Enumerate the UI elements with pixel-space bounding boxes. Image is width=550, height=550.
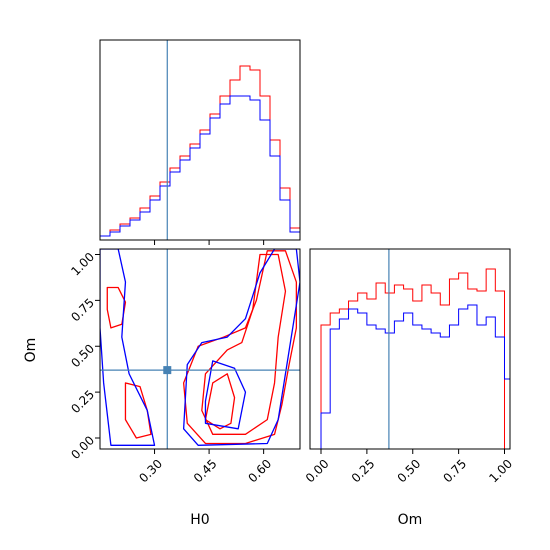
hist-Om-xtick-label: 0.00 [303,457,332,486]
hist-H0-series-blue [100,95,300,240]
contour-blue-0 [182,249,300,446]
contour-red-3 [106,286,127,329]
contour-H0-Om-plot-area [100,249,300,449]
hist-H0-frame [99,39,301,241]
hist-H0-plot-area [100,40,300,240]
hist-Om-series-blue [310,304,510,449]
contour-blue-2 [100,249,156,446]
histogram-panel-H0 [99,39,301,245]
hist-Om-xtick-label: 0.25 [349,457,378,486]
xlabel-Om: Om [398,512,423,528]
contour-H0-Om-xtick-label: 0.30 [136,457,165,486]
contour-H0-Om-ytick-label: 0.00 [68,433,97,462]
contour-H0-Om-xtick-label: 0.60 [245,457,274,486]
hist-Om-series-red [310,268,510,449]
xlabel-H0: H0 [190,512,209,528]
contour-H0-Om-frame [99,248,301,450]
hist-Om-xtick-label: 1.00 [486,457,515,486]
contour-H0-Om-xtick-label: 0.45 [191,457,220,486]
contour-H0-Om-ytick-label: 0.25 [68,387,97,416]
contour-H0-Om-ytick-label: 0.50 [68,341,97,370]
contour-H0-Om-ytick-label: 0.75 [68,296,97,325]
contour-blue-1 [204,360,247,430]
histogram-panel-Om: 0.00 0.25 0.50 0.75 1.00 [303,248,515,486]
contour-red-2 [204,373,236,430]
contour-H0-Om-ytick-label: 1.00 [68,250,97,279]
hist-Om-xtick-label: 0.50 [395,457,424,486]
contour-red-1 [201,253,287,435]
hist-Om-xtick-label: 0.75 [440,457,469,486]
contour-panel-H0-Om: 0.30 0.45 0.60 0.00 0.25 0.50 0.75 1.00 [68,248,301,486]
hist-Om-plot-area [310,249,510,449]
contour-truth-marker [163,366,172,375]
hist-Om-frame [309,248,511,450]
contour-red-4 [124,382,152,439]
ylabel-Om: Om [23,338,39,363]
